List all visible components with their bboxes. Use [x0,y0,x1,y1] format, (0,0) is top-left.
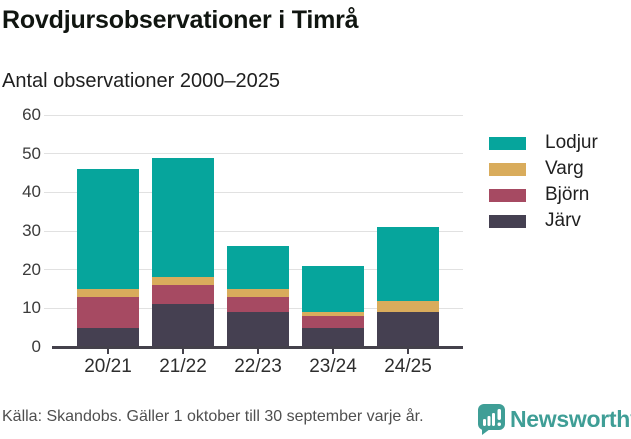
legend-label-lodjur: Lodjur [545,132,598,153]
gridline-y60 [44,114,463,116]
bar-chart-speech-bubble-icon [478,404,505,435]
y-tick-label-30: 30 [22,221,41,240]
bar-segment-järv-20-21 [77,328,139,347]
bar-segment-björn-20-21 [77,297,139,328]
y-tick-label-50: 50 [22,143,41,163]
bar-segment-järv-24-25 [377,312,439,347]
bar-segment-järv-22-23 [227,312,289,347]
bar-segment-järv-23-24 [302,328,364,347]
y-tick-label-0: 0 [31,337,41,356]
legend-item-varg: Varg [489,156,598,182]
legend-item-lodjur: Lodjur [489,130,598,156]
gridline-y40 [44,191,463,193]
bar-segment-järv-21-22 [152,304,214,347]
bar-24-25 [377,115,439,347]
chart-subtitle: Antal observationer 2000–2025 [2,70,280,92]
legend-swatch-lodjur [489,136,526,150]
newsworthy-wordmark: Newsworthy [510,406,631,432]
bar-segment-varg-23-24 [302,312,364,316]
y-tick-label-10: 10 [22,298,41,318]
gridline-y30 [44,230,463,232]
bar-segment-lodjur-23-24 [302,266,364,312]
y-tick-label-20: 20 [22,259,41,279]
bar-segment-varg-20-21 [77,289,139,297]
legend-swatch-järv [489,214,526,228]
x-tick-21-22 [182,349,184,354]
legend-label-varg: Varg [545,158,584,179]
legend-swatch-varg [489,162,526,176]
bar-segment-varg-22-23 [227,289,289,297]
x-tick-label-22-23: 22/23 [234,356,282,377]
bar-segment-björn-22-23 [227,297,289,312]
legend-label-järv: Järv [545,210,581,231]
bar-segment-björn-21-22 [152,285,214,304]
bar-segment-varg-24-25 [377,301,439,312]
source-note: Källa: Skandobs. Gäller 1 oktober till 3… [2,408,424,425]
bar-22-23 [227,115,289,347]
bar-23-24 [302,115,364,347]
bar-segment-lodjur-20-21 [77,169,139,289]
x-axis-labels: 20/21 21/22 22/23 23/24 24/25 [44,356,463,380]
y-tick-label-40: 40 [22,182,41,202]
legend: Lodjur Varg Björn Järv [489,130,598,234]
x-tick-22-23 [257,349,259,354]
plot-area [44,114,463,354]
bar-20-21 [77,115,139,347]
legend-item-järv: Järv [489,208,598,234]
gridline-y50 [44,153,463,155]
bar-segment-varg-21-22 [152,277,214,285]
bar-21-22 [152,115,214,347]
x-tick-24-25 [407,349,409,354]
footer: Källa: Skandobs. Gäller 1 oktober till 3… [0,398,631,439]
x-tick-label-20-21: 20/21 [84,356,132,377]
bar-segment-lodjur-24-25 [377,227,439,301]
legend-item-björn: Björn [489,182,598,208]
x-tick-20-21 [107,349,109,354]
x-tick-label-23-24: 23/24 [309,356,357,377]
newsworthy-logo[interactable]: Newsworthy [478,404,631,435]
bar-segment-lodjur-21-22 [152,158,214,277]
x-tick-23-24 [332,349,334,354]
legend-label-björn: Björn [545,184,590,205]
chart-title: Rovdjursobservationer i Timrå [2,6,359,34]
bar-segment-björn-23-24 [302,316,364,328]
y-axis-labels: 0 10 20 30 40 50 60 [0,106,41,355]
legend-swatch-björn [489,188,526,202]
x-tick-label-24-25: 24/25 [384,356,432,377]
x-axis-line [52,345,463,349]
y-tick-label-60: 60 [22,105,41,124]
x-tick-label-21-22: 21/22 [159,356,207,377]
bar-segment-lodjur-22-23 [227,246,289,289]
